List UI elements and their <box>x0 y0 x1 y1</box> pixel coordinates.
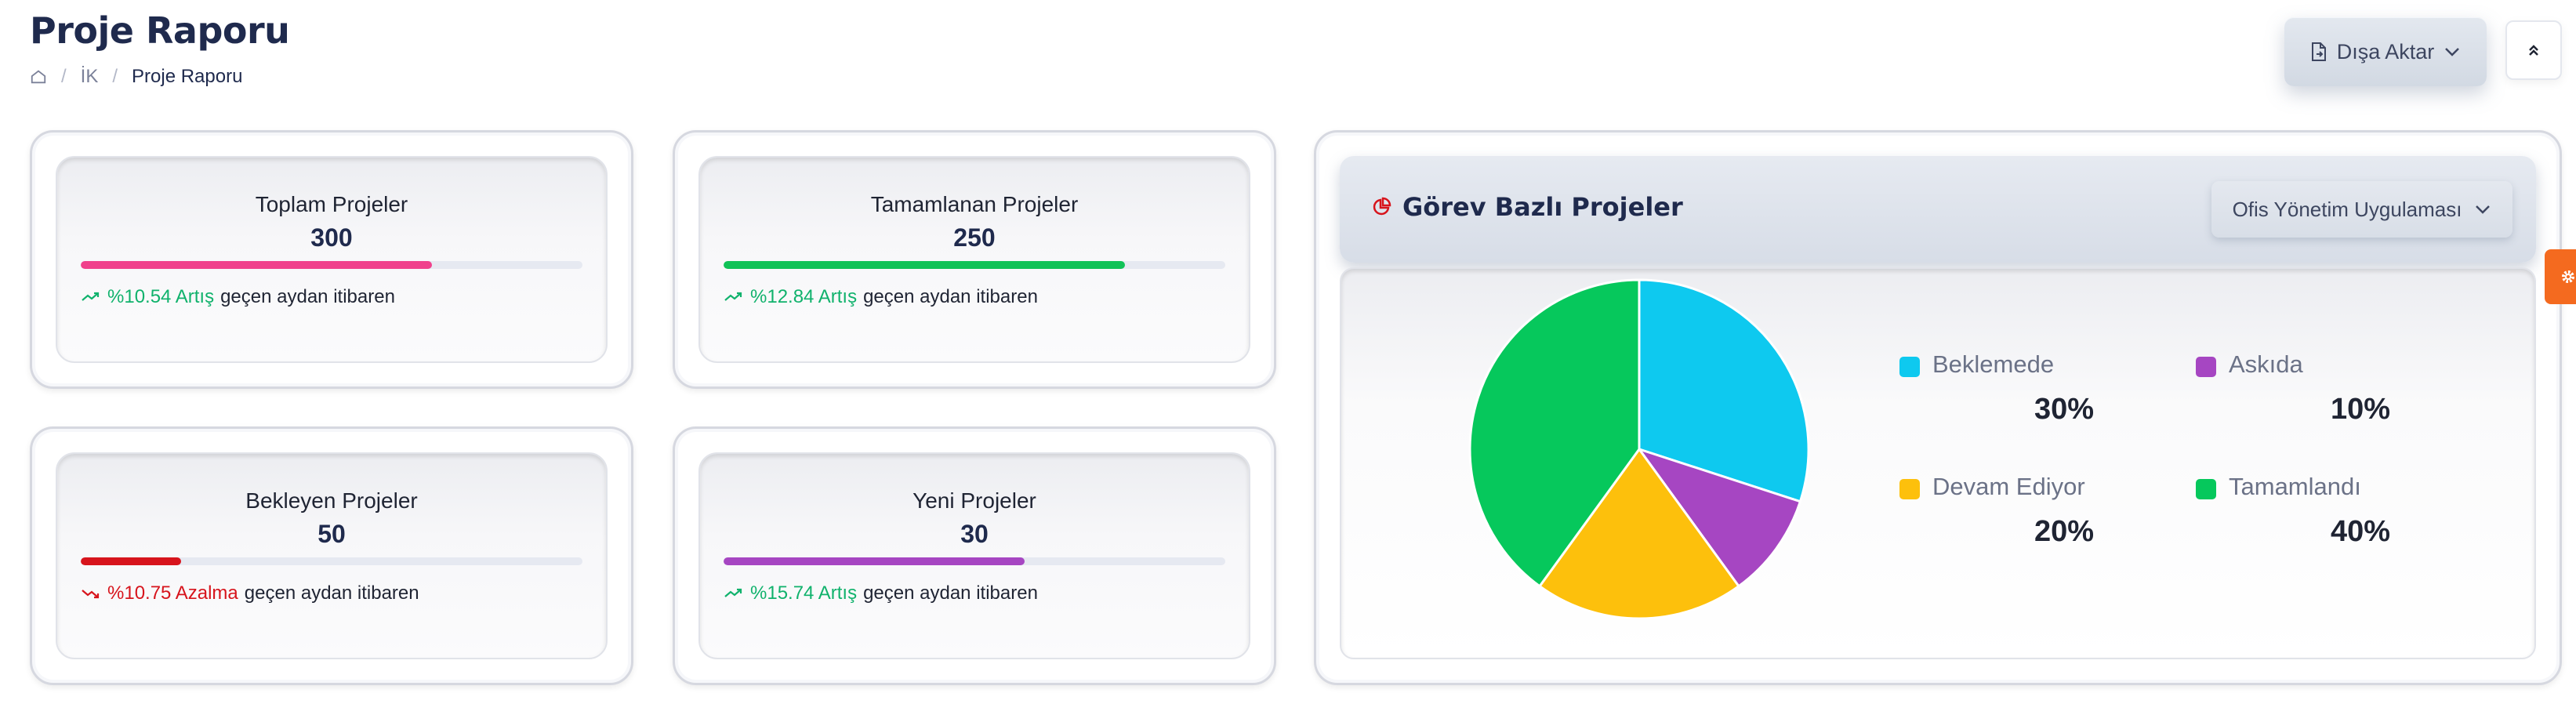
trend-suffix: geçen aydan itibaren <box>863 286 1038 307</box>
trend-percentage: %12.84 Artış <box>750 286 858 307</box>
stat-label: Yeni Projeler <box>912 488 1036 513</box>
stat-card-new-projects: Yeni Projeler 30 %15.74 Artış geçen ayda… <box>673 426 1276 685</box>
progress-fill <box>724 261 1125 269</box>
stat-label: Toplam Projeler <box>255 192 408 216</box>
progress-track <box>724 557 1225 565</box>
trend-row: %10.75 Azalma geçen aydan itibaren <box>81 582 419 604</box>
progress-fill <box>724 557 1025 565</box>
breadcrumb-item-current: Proje Raporu <box>132 66 243 87</box>
export-button-label: Dışa Aktar <box>2336 39 2435 64</box>
breadcrumb-separator: / <box>61 66 67 87</box>
stat-card-inner: Yeni Projeler 30 %15.74 Artış geçen ayda… <box>698 452 1250 659</box>
trend-row: %10.54 Artış geçen aydan itibaren <box>81 286 395 308</box>
chart-title: Görev Bazlı Projeler <box>1402 192 1683 222</box>
project-select[interactable]: Ofis Yönetim Uygulaması <box>2211 181 2513 238</box>
gear-icon <box>2562 270 2574 283</box>
breadcrumb: / İK / Proje Raporu <box>30 66 242 88</box>
legend-label: Askıda <box>2229 350 2303 378</box>
trend-up-icon <box>724 588 742 597</box>
legend-value: 20% <box>2034 515 2094 548</box>
trend-down-icon <box>82 590 100 599</box>
collapse-header-button[interactable] <box>2505 20 2562 80</box>
legend-value: 40% <box>2330 515 2390 548</box>
trend-up-icon <box>82 292 100 301</box>
trend-percentage: %10.75 Azalma <box>107 582 238 604</box>
stat-card-pending-projects: Bekleyen Projeler 50 %10.75 Azalma geçen… <box>30 426 633 685</box>
stat-card-total-projects: Toplam Projeler 300 %10.54 Artış geçen a… <box>30 130 633 389</box>
legend-swatch <box>1899 479 1920 499</box>
progress-fill <box>81 261 432 269</box>
stat-label: Tamamlanan Projeler <box>870 192 1079 216</box>
chart-body: Beklemede 30% Askıda 10% Devam Ediyor 20… <box>1340 267 2536 659</box>
trend-suffix: geçen aydan itibaren <box>863 582 1038 604</box>
file-export-icon <box>2311 42 2326 61</box>
breadcrumb-item-ik[interactable]: İK <box>80 66 99 87</box>
chevron-down-icon <box>2445 48 2460 56</box>
trend-percentage: %15.74 Artış <box>750 582 858 604</box>
trend-suffix: geçen aydan itibaren <box>220 286 395 307</box>
stat-card-completed-projects: Tamamlanan Projeler 250 %12.84 Artış geç… <box>673 130 1276 389</box>
stat-value: 30 <box>960 520 989 548</box>
legend-value: 30% <box>2034 393 2094 426</box>
legend-value: 10% <box>2330 393 2390 426</box>
export-button[interactable]: Dışa Aktar <box>2284 17 2487 86</box>
legend-swatch <box>2196 479 2216 499</box>
task-based-projects-card: Görev Bazlı Projeler Ofis Yönetim Uygula… <box>1314 130 2562 685</box>
legend-label: Beklemede <box>1932 350 2055 378</box>
pie-slice-0[interactable] <box>1638 278 1810 503</box>
legend-label: Tamamlandı <box>2229 473 2361 500</box>
project-select-value: Ofis Yönetim Uygulaması <box>2232 197 2462 221</box>
pie-chart <box>1468 278 1810 620</box>
settings-toggle[interactable] <box>2545 249 2576 304</box>
pie-slice-1[interactable] <box>1636 447 1802 588</box>
pie-chart-icon <box>1373 197 1391 216</box>
trend-row: %15.74 Artış geçen aydan itibaren <box>724 582 1038 604</box>
page-title: Proje Raporu <box>30 9 290 52</box>
legend-swatch <box>2196 357 2216 377</box>
progress-track <box>81 261 582 269</box>
trend-row: %12.84 Artış geçen aydan itibaren <box>724 286 1038 308</box>
trend-percentage: %10.54 Artış <box>107 286 215 307</box>
stat-value: 50 <box>317 520 346 548</box>
stat-card-inner: Tamamlanan Projeler 250 %12.84 Artış geç… <box>698 156 1250 363</box>
legend-swatch <box>1899 357 1920 377</box>
progress-track <box>724 261 1225 269</box>
chart-header: Görev Bazlı Projeler Ofis Yönetim Uygula… <box>1340 156 2536 263</box>
trend-suffix: geçen aydan itibaren <box>244 582 419 604</box>
home-icon[interactable] <box>30 68 47 85</box>
chevron-down-icon <box>2476 205 2491 214</box>
breadcrumb-separator: / <box>112 66 118 87</box>
trend-up-icon <box>724 292 742 301</box>
pie-slice-2[interactable] <box>1537 447 1741 620</box>
progress-track <box>81 557 582 565</box>
stat-label: Bekleyen Projeler <box>245 488 418 513</box>
chevrons-up-icon <box>2529 45 2538 56</box>
progress-fill <box>81 557 181 565</box>
stat-value: 300 <box>310 223 353 252</box>
stat-value: 250 <box>953 223 996 252</box>
legend-label: Devam Ediyor <box>1932 473 2085 500</box>
stat-card-inner: Toplam Projeler 300 %10.54 Artış geçen a… <box>56 156 608 363</box>
pie-slice-3[interactable] <box>1468 278 1641 588</box>
stat-card-inner: Bekleyen Projeler 50 %10.75 Azalma geçen… <box>56 452 608 659</box>
